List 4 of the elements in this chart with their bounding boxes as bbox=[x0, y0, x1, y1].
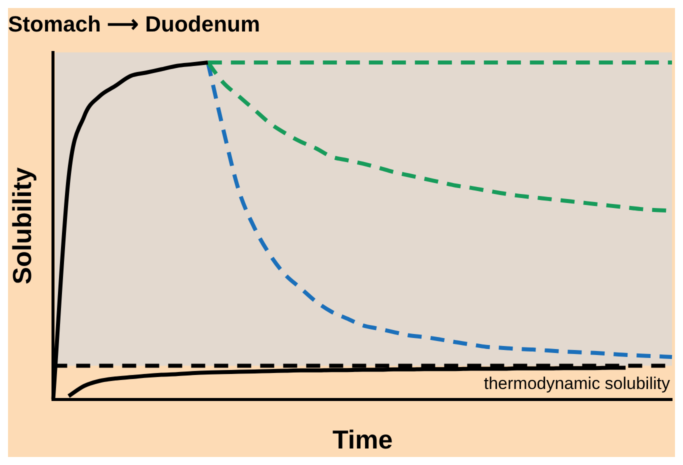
x-axis-title: Time bbox=[332, 424, 393, 455]
y-axis-title: Solubility bbox=[6, 166, 37, 284]
chart-title: Stomach ⟶ Duodenum bbox=[8, 11, 260, 36]
ref-line-label: thermodynamic solubility bbox=[484, 374, 670, 393]
